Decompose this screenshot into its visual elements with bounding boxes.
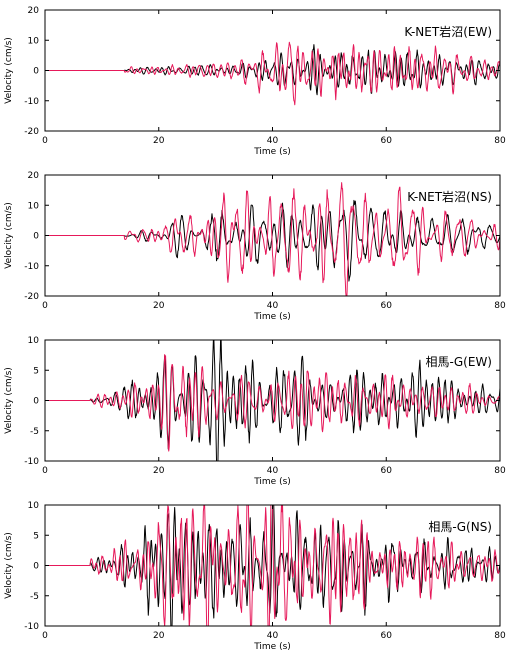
x-tick-label: 40 <box>267 136 279 146</box>
y-tick-label: 20 <box>28 171 40 181</box>
x-tick-label: 20 <box>153 301 165 311</box>
x-axis-label: Time (s) <box>253 147 291 157</box>
y-axis-label: Velocity (cm/s) <box>4 37 14 104</box>
x-axis-label: Time (s) <box>253 642 291 652</box>
y-axis-label: Velocity (cm/s) <box>4 367 14 434</box>
y-axis-label: Velocity (cm/s) <box>4 202 14 269</box>
x-tick-label: 20 <box>153 136 165 146</box>
x-tick-label: 20 <box>153 466 165 476</box>
y-tick-label: 5 <box>33 366 39 376</box>
y-tick-label: 0 <box>33 562 39 572</box>
trace-synthetic <box>45 41 500 106</box>
x-tick-label: 0 <box>42 631 48 641</box>
y-tick-label: -20 <box>24 127 39 137</box>
station-label: 相馬-G(NS) <box>428 520 492 534</box>
x-axis-label: Time (s) <box>253 312 291 322</box>
y-tick-label: 5 <box>33 531 39 541</box>
y-tick-label: 0 <box>33 67 39 77</box>
x-tick-label: 20 <box>153 631 165 641</box>
trace-synthetic <box>45 182 500 296</box>
station-label: K-NET岩沼(EW) <box>404 24 492 39</box>
trace-synthetic <box>45 505 500 626</box>
chart-panel-4: -10 -5 0 5 10 0 20 40 60 80 Time (s) Velocity (cm/s… <box>4 501 506 652</box>
x-tick-label: 80 <box>494 136 506 146</box>
x-tick-label: 80 <box>494 466 506 476</box>
x-tick-label: 0 <box>42 301 48 311</box>
y-tick-label: 0 <box>33 232 39 242</box>
x-axis-label: Time (s) <box>253 477 291 487</box>
y-tick-label: -20 <box>24 292 39 302</box>
x-tick-label: 60 <box>381 136 393 146</box>
y-tick-label: -5 <box>30 427 39 437</box>
y-tick-label: 10 <box>28 336 40 346</box>
y-tick-label: 10 <box>28 201 40 211</box>
y-tick-label: -5 <box>30 592 39 602</box>
y-tick-label: -10 <box>24 97 39 107</box>
station-label: 相馬-G(EW) <box>426 355 492 369</box>
x-tick-label: 60 <box>381 466 393 476</box>
x-tick-label: 0 <box>42 466 48 476</box>
chart-panel-1: -20 -10 0 10 20 0 20 40 60 80 Time (s) Velocity (cm… <box>4 6 506 157</box>
x-tick-label: 40 <box>267 301 279 311</box>
chart-panel-2: -20 -10 0 10 20 0 20 40 60 80 Time (s) Velocity (cm… <box>4 171 506 322</box>
x-tick-label: 0 <box>42 136 48 146</box>
y-tick-label: -10 <box>24 262 39 272</box>
y-tick-label: 0 <box>33 397 39 407</box>
x-tick-label: 40 <box>267 631 279 641</box>
x-tick-label: 40 <box>267 466 279 476</box>
x-tick-label: 80 <box>494 631 506 641</box>
chart-panel-3: -10 -5 0 5 10 0 20 40 60 80 Time (s) Velocity (cm/s… <box>4 336 506 487</box>
y-tick-label: 20 <box>28 6 40 16</box>
trace-synthetic <box>45 354 500 452</box>
station-label: K-NET岩沼(NS) <box>407 189 492 204</box>
y-tick-label: -10 <box>24 622 39 632</box>
y-tick-label: 10 <box>28 501 40 511</box>
x-tick-label: 80 <box>494 301 506 311</box>
x-tick-label: 60 <box>381 301 393 311</box>
x-tick-label: 60 <box>381 631 393 641</box>
y-tick-label: -10 <box>24 457 39 467</box>
y-tick-label: 10 <box>28 36 40 46</box>
y-axis-label: Velocity (cm/s) <box>4 532 14 599</box>
